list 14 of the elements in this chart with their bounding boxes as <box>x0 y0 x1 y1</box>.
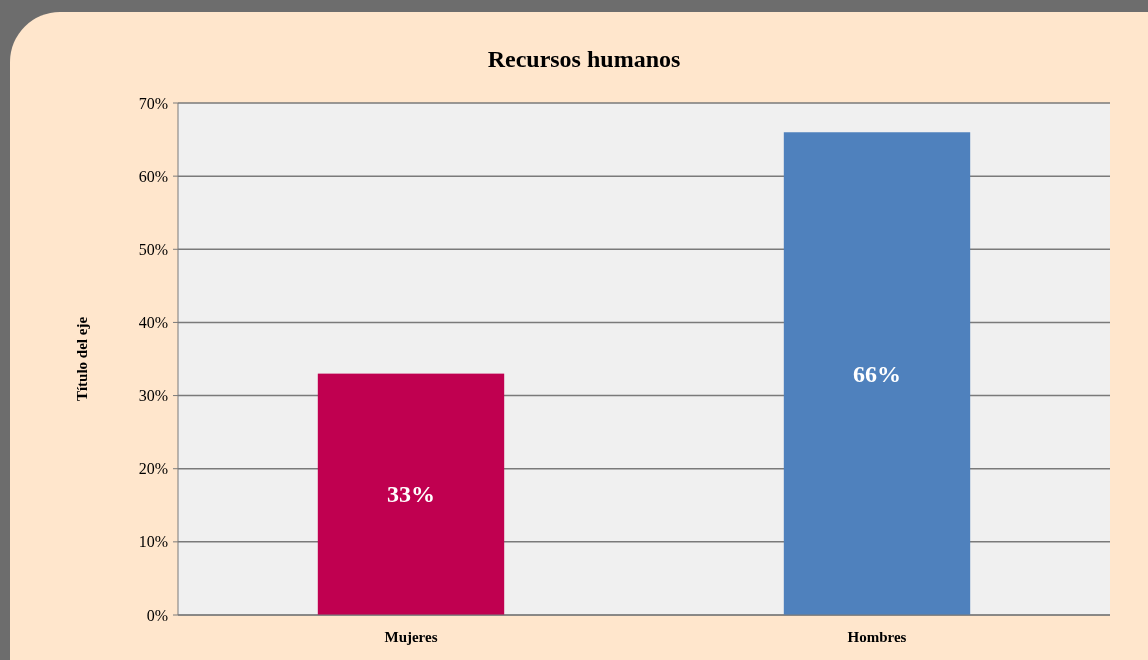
y-tick-label: 0% <box>146 606 168 624</box>
y-tick-label: 20% <box>138 460 168 478</box>
chart-title: Recursos humanos <box>487 46 681 72</box>
y-tick-label: 50% <box>138 240 168 258</box>
data-label: 33% <box>387 481 435 508</box>
x-tick-label: Hombres <box>847 629 907 645</box>
x-tick-label: Mujeres <box>384 629 438 645</box>
y-tick-label: 60% <box>138 167 168 185</box>
data-label: 66% <box>853 360 901 387</box>
y-axis-title: Título del eje <box>74 316 90 402</box>
y-tick-label: 40% <box>138 313 168 331</box>
y-tick-label: 10% <box>138 533 168 551</box>
y-tick-label: 30% <box>138 387 168 405</box>
y-tick-label: 70% <box>138 94 168 112</box>
